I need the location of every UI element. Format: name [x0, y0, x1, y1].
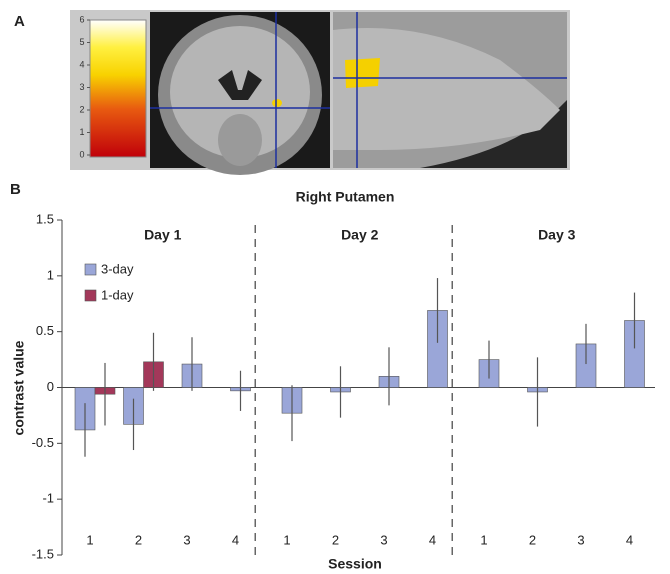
y-tick-label: -1 — [42, 491, 54, 506]
x-tick-label: 1 — [283, 532, 290, 547]
x-tick-label: 4 — [232, 532, 239, 547]
page: A B Right Putamen Session contrast value… — [0, 0, 670, 574]
panel-label: B — [10, 181, 21, 198]
colorbar-tick-label: 1 — [79, 127, 84, 137]
x-tick-label: 4 — [429, 532, 436, 547]
x-tick-label: 1 — [86, 532, 93, 547]
y-tick-label: 0.5 — [36, 323, 54, 338]
colorbar — [90, 20, 146, 157]
colorbar-tick-label: 0 — [79, 149, 84, 159]
x-tick-label: 2 — [135, 532, 142, 547]
y-tick-label: 1 — [47, 267, 54, 282]
panel-label: A — [14, 13, 25, 30]
x-tick-label: 2 — [529, 532, 536, 547]
legend-swatch — [85, 264, 96, 275]
y-axis-label: contrast value — [11, 340, 27, 435]
figure: A B Right Putamen Session contrast value… — [0, 0, 670, 574]
x-tick-label: 1 — [480, 532, 487, 547]
colorbar-tick-label: 3 — [79, 82, 84, 92]
group-label: Day 2 — [341, 227, 379, 243]
chart-title: Right Putamen — [296, 189, 395, 205]
sagittal-slice — [333, 12, 567, 168]
group-label: Day 3 — [538, 227, 576, 243]
y-tick-label: 1.5 — [36, 211, 54, 226]
colorbar-tick-label: 6 — [79, 14, 84, 24]
x-tick-label: 3 — [183, 532, 190, 547]
coronal-slice — [150, 12, 330, 175]
colorbar-tick-label: 5 — [79, 37, 84, 47]
x-tick-label: 2 — [332, 532, 339, 547]
legend-label: 3-day — [101, 261, 134, 276]
group-label: Day 1 — [144, 227, 182, 243]
x-axis-label: Session — [328, 556, 382, 572]
colorbar-tick-label: 4 — [79, 59, 84, 69]
legend-swatch — [85, 290, 96, 301]
y-tick-label: -0.5 — [32, 435, 54, 450]
colorbar-tick-label: 2 — [79, 104, 84, 114]
y-tick-label: 0 — [47, 379, 54, 394]
x-tick-label: 3 — [380, 532, 387, 547]
x-tick-label: 3 — [577, 532, 584, 547]
x-tick-label: 4 — [626, 532, 633, 547]
legend-label: 1-day — [101, 287, 134, 302]
y-tick-label: -1.5 — [32, 546, 54, 561]
